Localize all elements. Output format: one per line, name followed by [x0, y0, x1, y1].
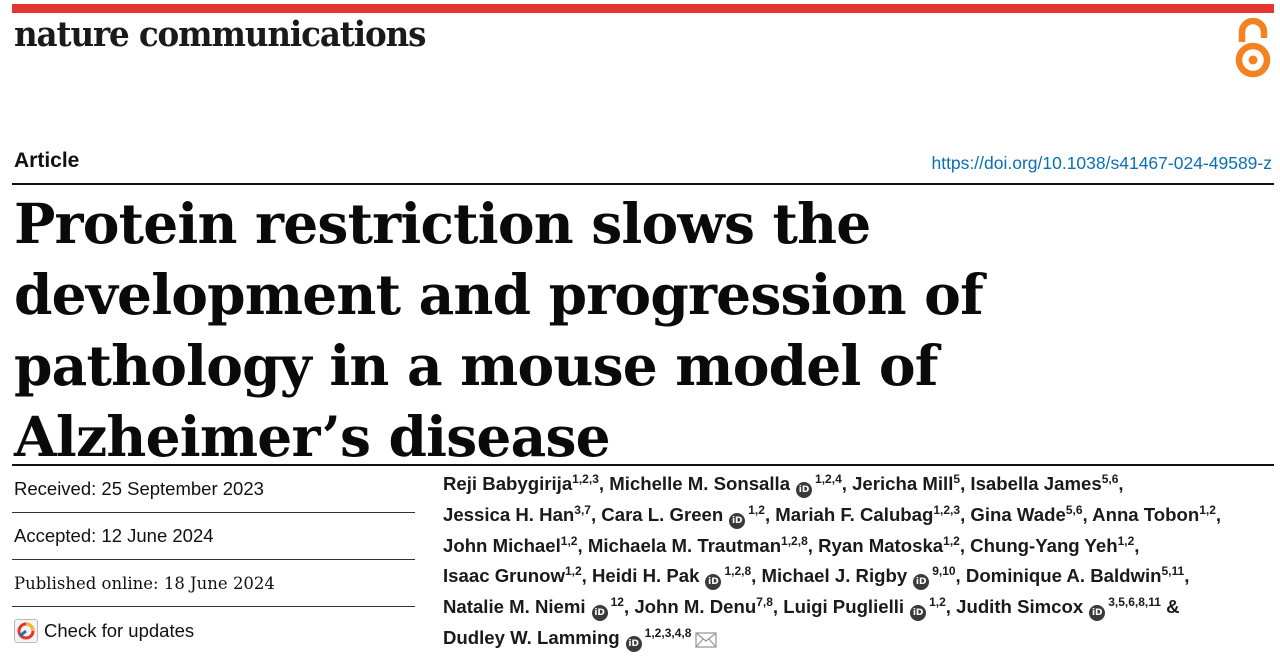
- author-name[interactable]: Jessica H. Han3,7: [443, 502, 591, 525]
- article-title: Protein restriction slows the developmen…: [14, 191, 984, 469]
- author-list: Reji Babygirija1,2,3, Michelle M. Sonsal…: [443, 469, 1273, 658]
- author-name[interactable]: Luigi Puglielli iD1,2: [783, 595, 946, 622]
- author-name[interactable]: Gina Wade5,6: [970, 502, 1083, 525]
- doi-link[interactable]: https://doi.org/10.1038/s41467-024-49589…: [931, 153, 1272, 173]
- check-for-updates-button[interactable]: Check for updates: [12, 607, 415, 654]
- orcid-icon[interactable]: iD: [796, 482, 813, 498]
- orcid-icon[interactable]: iD: [591, 605, 608, 622]
- author-name[interactable]: Cara L. Green iD1,2: [601, 502, 765, 529]
- orcid-icon[interactable]: iD: [910, 605, 927, 622]
- affiliation-superscript: 1,2: [564, 564, 582, 579]
- author-name[interactable]: Jericha Mill5: [852, 472, 961, 494]
- orcid-icon[interactable]: iD: [1089, 605, 1106, 622]
- article-type-label: Article: [14, 149, 80, 172]
- accepted-date: Accepted: 12 June 2024: [12, 513, 415, 560]
- check-updates-icon: [14, 618, 38, 643]
- published-date: Published online: 18 June 2024: [12, 560, 415, 607]
- author-name[interactable]: Natalie M. Niemi iD12: [443, 595, 624, 622]
- affiliation-superscript: 1,2,8: [781, 533, 808, 548]
- affiliation-superscript: 1,2: [1199, 502, 1216, 517]
- author-name[interactable]: Isaac Grunow1,2: [443, 564, 582, 587]
- affiliation-superscript: 1,2,3,4,8: [644, 625, 692, 640]
- affiliation-superscript: 5: [953, 472, 961, 486]
- journal-accent-bar: [12, 4, 1274, 13]
- author-name[interactable]: Michelle M. Sonsalla iD1,2,4: [609, 472, 842, 498]
- orcid-icon[interactable]: iD: [913, 574, 930, 591]
- author-name[interactable]: Michael J. Rigby iD9,10: [761, 564, 956, 591]
- author-name[interactable]: Dominique A. Baldwin5,11: [965, 564, 1185, 587]
- received-date: Received: 25 September 2023: [12, 466, 415, 513]
- open-access-icon: [1232, 17, 1274, 80]
- affiliation-superscript: 1,2: [1117, 533, 1135, 548]
- affiliation-superscript: 1,2,4: [815, 472, 842, 486]
- check-for-updates-label: Check for updates: [44, 619, 195, 641]
- author-name[interactable]: Isabella James5,6: [970, 472, 1119, 494]
- author-name[interactable]: Ryan Matoska1,2: [818, 533, 960, 556]
- affiliation-superscript: 3,5,6,8,11: [1108, 595, 1161, 610]
- affiliation-superscript: 1,2: [929, 595, 946, 610]
- author-name[interactable]: Judith Simcox iD3,5,6,8,11: [956, 595, 1161, 622]
- author-name[interactable]: John Michael1,2: [443, 533, 578, 556]
- affiliation-superscript: 1,2: [748, 502, 765, 517]
- affiliation-superscript: 1,2,3: [572, 472, 599, 486]
- author-name[interactable]: Michaela M. Trautman1,2,8: [587, 533, 808, 556]
- affiliation-superscript: 1,2: [560, 533, 578, 548]
- affiliation-superscript: 5,6: [1065, 502, 1083, 517]
- author-name[interactable]: Mariah F. Calubag1,2,3: [775, 502, 961, 525]
- author-name[interactable]: Reji Babygirija1,2,3: [443, 472, 599, 494]
- affiliation-superscript: 1,2: [943, 533, 960, 548]
- author-name[interactable]: Chung-Yang Yeh1,2: [970, 533, 1135, 556]
- affiliation-superscript: 12: [610, 595, 624, 610]
- author-name[interactable]: Dudley W. Lamming iD1,2,3,4,8: [443, 625, 718, 652]
- author-name[interactable]: John M. Denu7,8: [634, 595, 773, 618]
- metadata-divider: [12, 464, 1274, 466]
- journal-logo[interactable]: nature communications: [14, 14, 426, 55]
- publication-dates: Received: 25 September 2023 Accepted: 12…: [12, 466, 415, 654]
- author-name[interactable]: Heidi H. Pak iD1,2,8: [592, 564, 752, 591]
- email-icon[interactable]: [695, 627, 718, 658]
- orcid-icon[interactable]: iD: [729, 512, 746, 529]
- affiliation-superscript: 5,6: [1101, 472, 1119, 486]
- author-name[interactable]: Anna Tobon1,2: [1092, 502, 1216, 525]
- affiliation-superscript: 1,2,8: [724, 564, 752, 579]
- orcid-icon[interactable]: iD: [705, 574, 722, 591]
- affiliation-superscript: 1,2,3: [933, 502, 961, 517]
- affiliation-superscript: 7,8: [756, 595, 773, 610]
- affiliation-superscript: 9,10: [932, 564, 956, 579]
- affiliation-superscript: 5,11: [1161, 564, 1185, 579]
- title-divider: [12, 183, 1274, 185]
- orcid-icon[interactable]: iD: [625, 635, 642, 652]
- affiliation-superscript: 3,7: [574, 502, 591, 517]
